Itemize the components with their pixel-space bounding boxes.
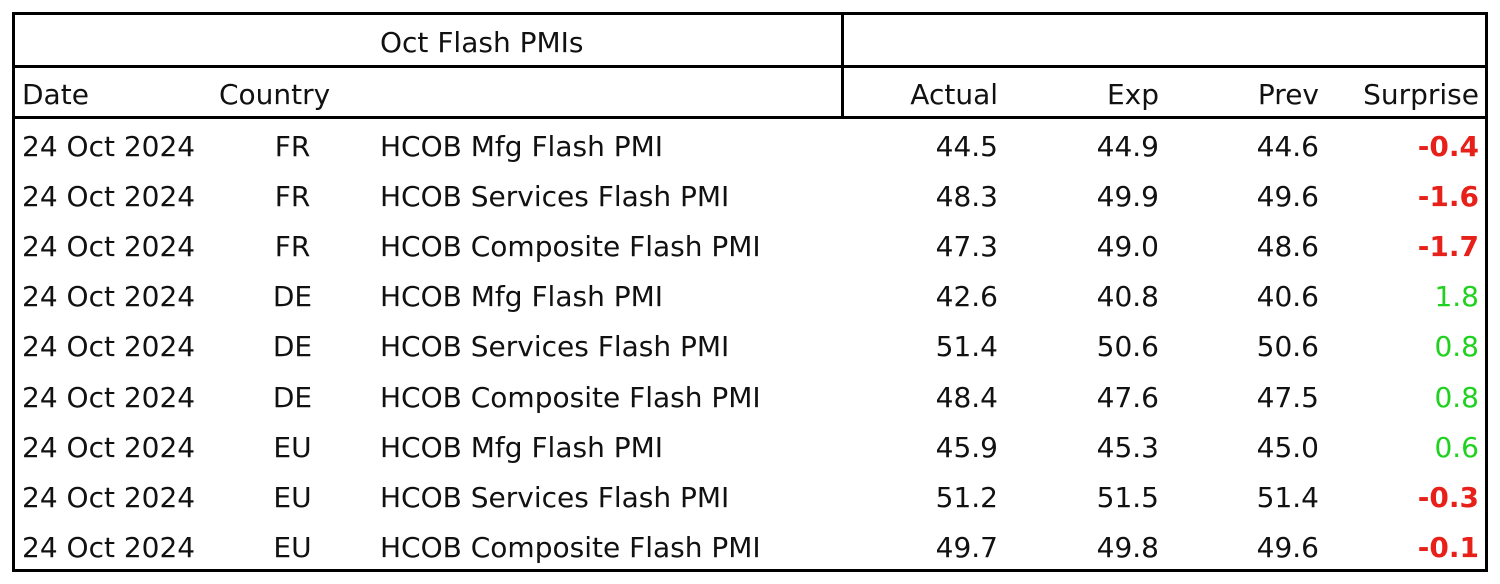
cell-surprise: 0.6 — [1434, 430, 1479, 464]
column-header-date: Date — [22, 78, 89, 111]
title-row-divider — [12, 65, 1488, 68]
cell-indicator: HCOB Mfg Flash PMI — [380, 430, 664, 464]
cell-country: EU — [273, 480, 312, 514]
cell-prev: 48.6 — [1256, 230, 1319, 264]
cell-actual: 44.5 — [935, 130, 998, 163]
cell-surprise: -0.3 — [1417, 480, 1479, 514]
cell-actual: 51.2 — [935, 480, 998, 514]
cell-date: 24 Oct 2024 — [22, 230, 196, 264]
cell-exp: 51.5 — [1096, 480, 1159, 514]
cell-surprise: -1.6 — [1417, 180, 1479, 214]
cell-date: 24 Oct 2024 — [22, 280, 196, 314]
cell-country: DE — [272, 280, 313, 314]
cell-surprise: 0.8 — [1434, 380, 1479, 414]
cell-actual: 42.6 — [935, 280, 998, 314]
cell-indicator: HCOB Composite Flash PMI — [380, 380, 761, 414]
cell-indicator: HCOB Services Flash PMI — [380, 330, 730, 364]
cell-date: 24 Oct 2024 — [22, 380, 196, 414]
cell-surprise: -0.4 — [1417, 130, 1479, 163]
cell-prev: 44.6 — [1256, 130, 1319, 163]
cell-exp: 49.8 — [1096, 530, 1159, 564]
cell-surprise: -0.1 — [1417, 530, 1479, 564]
cell-prev: 51.4 — [1256, 480, 1319, 514]
cell-date: 24 Oct 2024 — [22, 480, 196, 514]
column-header-exp: Exp — [1106, 78, 1159, 111]
cell-actual: 45.9 — [935, 430, 998, 464]
column-header-surprise: Surprise — [1363, 78, 1479, 111]
column-header-prev: Prev — [1257, 78, 1319, 111]
cell-country: FR — [274, 130, 311, 163]
cell-indicator: HCOB Services Flash PMI — [380, 180, 730, 214]
cell-exp: 50.6 — [1096, 330, 1159, 364]
cell-actual: 51.4 — [935, 330, 998, 364]
cell-indicator: HCOB Composite Flash PMI — [380, 230, 761, 264]
cell-date: 24 Oct 2024 — [22, 180, 196, 214]
cell-exp: 40.8 — [1096, 280, 1159, 314]
cell-date: 24 Oct 2024 — [22, 330, 196, 364]
cell-surprise: 0.8 — [1434, 330, 1479, 364]
cell-indicator: HCOB Mfg Flash PMI — [380, 130, 664, 163]
cell-prev: 45.0 — [1256, 430, 1319, 464]
cell-surprise: 1.8 — [1434, 280, 1479, 314]
cell-actual: 49.7 — [935, 530, 998, 564]
cell-country: EU — [273, 430, 312, 464]
cell-prev: 40.6 — [1256, 280, 1319, 314]
cell-surprise: -1.7 — [1417, 230, 1479, 264]
cell-date: 24 Oct 2024 — [22, 530, 196, 564]
cell-prev: 47.5 — [1256, 380, 1319, 414]
cell-actual: 47.3 — [935, 230, 998, 264]
cell-country: FR — [274, 230, 311, 264]
cell-prev: 50.6 — [1256, 330, 1319, 364]
cell-indicator: HCOB Composite Flash PMI — [380, 530, 761, 564]
cell-prev: 49.6 — [1256, 530, 1319, 564]
cell-date: 24 Oct 2024 — [22, 430, 196, 464]
cell-prev: 49.6 — [1256, 180, 1319, 214]
cell-exp: 47.6 — [1096, 380, 1159, 414]
cell-exp: 45.3 — [1096, 430, 1159, 464]
table-frame — [12, 12, 1488, 572]
table-title: Oct Flash PMIs — [380, 26, 584, 59]
cell-actual: 48.3 — [935, 180, 998, 214]
cell-country: DE — [272, 380, 313, 414]
column-header-actual: Actual — [910, 78, 998, 111]
cell-country: FR — [274, 180, 311, 214]
cell-date: 24 Oct 2024 — [22, 130, 196, 163]
cell-exp: 49.9 — [1096, 180, 1159, 214]
header-row-divider — [12, 116, 1488, 119]
cell-country: EU — [273, 530, 312, 564]
cell-exp: 44.9 — [1096, 130, 1159, 163]
cell-exp: 49.0 — [1096, 230, 1159, 264]
cell-actual: 48.4 — [935, 380, 998, 414]
column-header-country: Country — [219, 78, 331, 111]
cell-indicator: HCOB Mfg Flash PMI — [380, 280, 664, 314]
cell-country: DE — [272, 330, 313, 364]
cell-indicator: HCOB Services Flash PMI — [380, 480, 730, 514]
